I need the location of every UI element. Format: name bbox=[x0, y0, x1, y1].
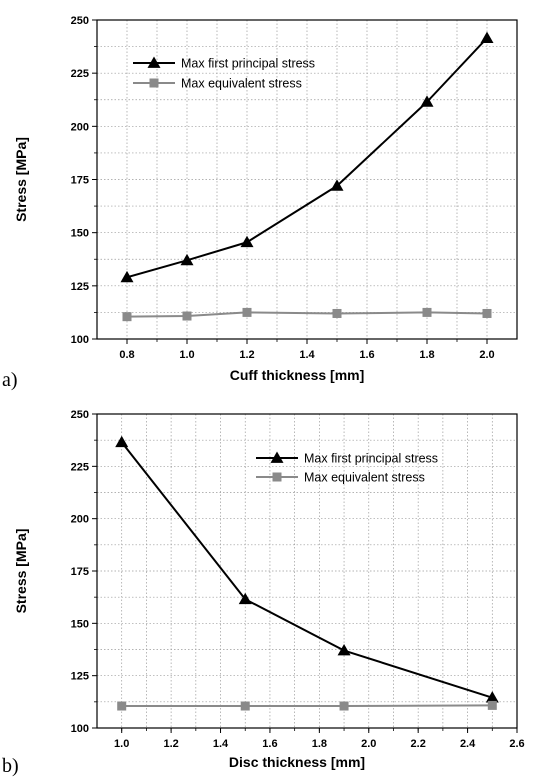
legend: Max first principal stress Max equivalent… bbox=[133, 56, 315, 91]
x-tick-label: 1.0 bbox=[179, 349, 194, 361]
legend-marker bbox=[147, 56, 161, 68]
panel-label: a) bbox=[2, 369, 18, 391]
x-tick-label: 2.0 bbox=[479, 349, 494, 361]
y-tick-label: 225 bbox=[71, 461, 89, 473]
x-tick-label: 1.4 bbox=[299, 349, 315, 361]
y-tick-label: 150 bbox=[71, 228, 89, 240]
x-tick-label: 1.4 bbox=[213, 738, 229, 750]
x-axis-label: Cuff thickness [mm] bbox=[230, 367, 365, 383]
x-tick-label: 1.2 bbox=[163, 738, 178, 750]
square-marker bbox=[487, 700, 497, 710]
square-marker bbox=[122, 312, 132, 322]
square-marker bbox=[242, 307, 252, 317]
y-tick-label: 150 bbox=[71, 618, 89, 630]
x-tick-label: 1.2 bbox=[239, 349, 254, 361]
y-tick-label: 100 bbox=[71, 723, 89, 735]
x-tick-label: 0.8 bbox=[119, 349, 134, 361]
square-marker bbox=[422, 307, 432, 317]
triangle-marker bbox=[420, 95, 434, 107]
triangle-marker bbox=[115, 435, 129, 448]
triangle-marker bbox=[485, 691, 499, 703]
x-tick-label: 2.4 bbox=[460, 738, 476, 750]
legend-label: Max equivalent stress bbox=[181, 77, 302, 91]
x-tick-label: 2.6 bbox=[509, 738, 524, 750]
legend: Max first principal stress Max equivalent… bbox=[256, 451, 438, 485]
x-tick-label: 2.0 bbox=[361, 738, 376, 750]
y-tick-label: 175 bbox=[71, 566, 89, 578]
series-line-first-principal bbox=[120, 441, 493, 699]
y-tick-label: 250 bbox=[71, 15, 89, 27]
legend-marker bbox=[270, 451, 284, 463]
square-marker bbox=[182, 311, 192, 321]
legend-marker bbox=[149, 78, 159, 88]
square-marker bbox=[117, 701, 127, 711]
series-line-first-principal bbox=[126, 37, 488, 279]
y-tick-label: 125 bbox=[71, 671, 89, 683]
square-marker bbox=[482, 308, 492, 318]
gridlines bbox=[97, 414, 517, 728]
chart-panel-b: 1.0 1.2 1.4 1.6 1.8 2.0 2.2 2.4 2.6 100 125 150 175 2… bbox=[2, 409, 525, 777]
x-tick-label: 1.6 bbox=[359, 349, 374, 361]
x-tick-label: 1.8 bbox=[419, 349, 434, 361]
triangle-marker bbox=[480, 31, 494, 43]
square-marker bbox=[240, 701, 250, 711]
legend-marker bbox=[272, 472, 282, 482]
square-marker bbox=[332, 308, 342, 318]
chart-panel-a: 0.8 1.0 1.2 1.4 1.6 1.8 2.0 100 125 150 175 200 225 2… bbox=[2, 15, 518, 391]
triangle-marker bbox=[330, 179, 344, 191]
y-tick-label: 100 bbox=[71, 334, 89, 346]
gridlines bbox=[97, 20, 517, 339]
square-marker bbox=[339, 701, 349, 711]
triangle-marker bbox=[120, 270, 134, 283]
y-tick-label: 200 bbox=[71, 514, 89, 526]
triangle-marker bbox=[337, 644, 351, 656]
x-tick-label: 1.6 bbox=[262, 738, 277, 750]
x-tick-label: 1.8 bbox=[312, 738, 327, 750]
x-tick-label: 2.2 bbox=[411, 738, 426, 750]
y-axis-label: Stress [MPa] bbox=[13, 137, 29, 222]
series-line-equivalent bbox=[126, 311, 488, 318]
series-line-equivalent bbox=[121, 704, 493, 708]
triangle-marker bbox=[238, 592, 252, 605]
x-axis-label: Disc thickness [mm] bbox=[229, 754, 365, 770]
y-tick-label: 225 bbox=[71, 68, 89, 80]
panel-label: b) bbox=[2, 755, 19, 777]
y-tick-label: 250 bbox=[71, 409, 89, 421]
legend-label: Max first principal stress bbox=[181, 57, 315, 71]
legend-label: Max equivalent stress bbox=[304, 471, 425, 485]
y-tick-label: 125 bbox=[71, 281, 89, 293]
y-tick-label: 175 bbox=[71, 175, 89, 187]
y-axis-label: Stress [MPa] bbox=[13, 529, 29, 614]
triangle-marker bbox=[240, 235, 254, 248]
legend-label: Max first principal stress bbox=[304, 452, 438, 466]
x-tick-label: 1.0 bbox=[114, 738, 129, 750]
y-tick-label: 200 bbox=[71, 121, 89, 133]
triangle-marker bbox=[180, 253, 194, 266]
